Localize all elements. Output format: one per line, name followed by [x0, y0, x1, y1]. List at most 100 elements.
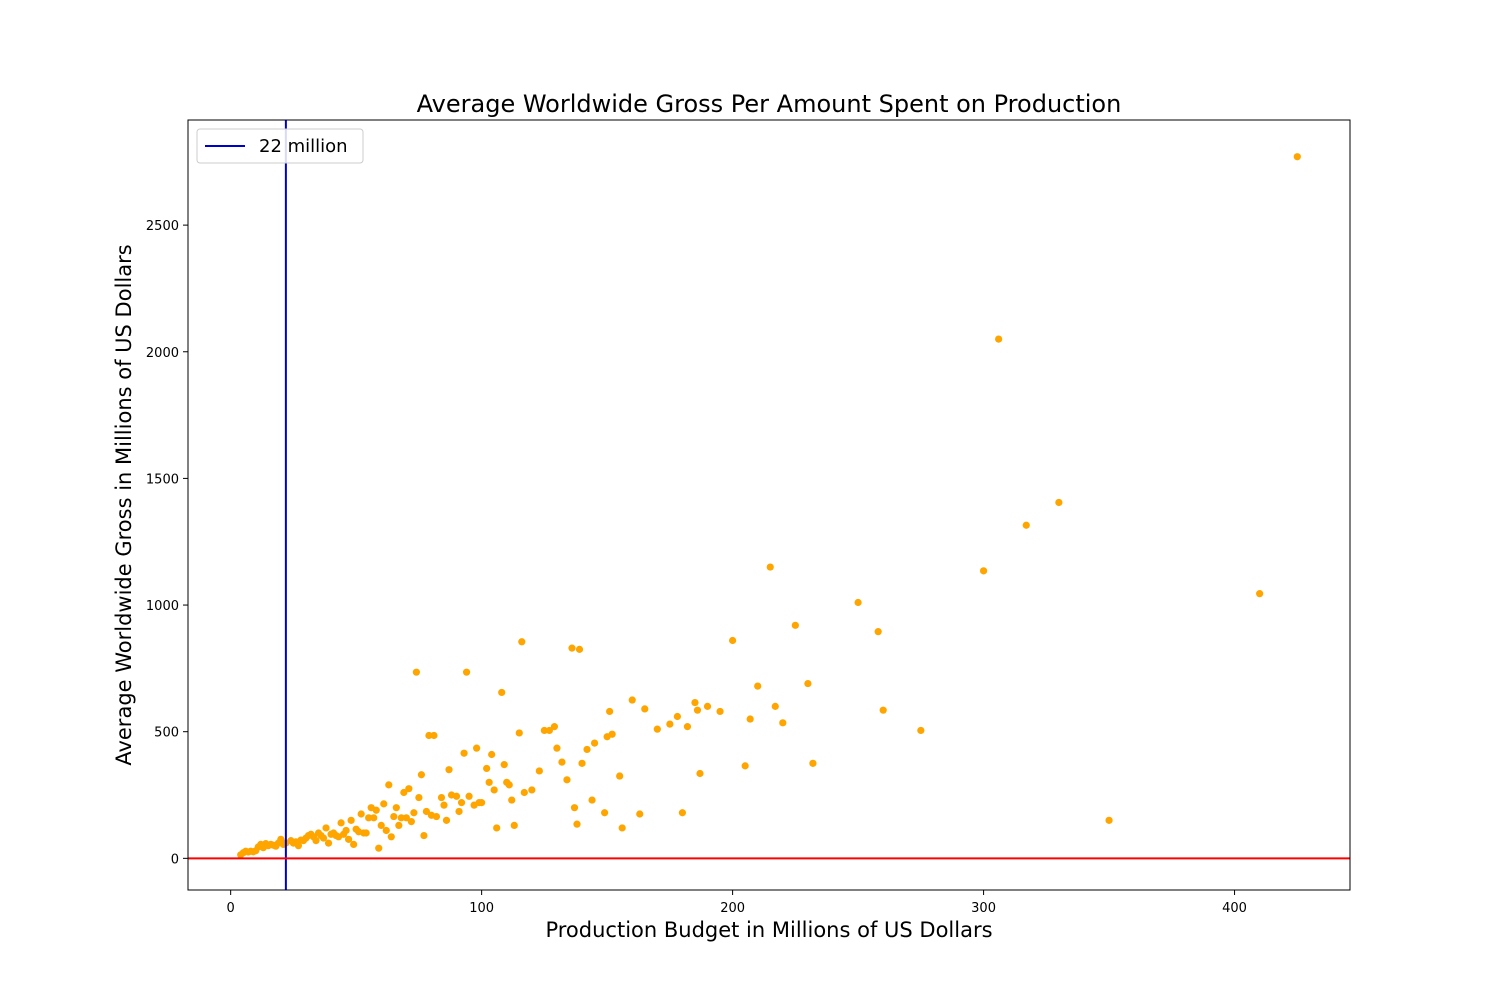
data-point: [478, 799, 486, 807]
data-point: [365, 814, 373, 822]
data-point: [430, 731, 438, 740]
data-point: [462, 668, 471, 676]
data-point: [510, 821, 518, 830]
data-point: [1055, 498, 1063, 507]
data-point: [1293, 153, 1301, 161]
data-point: [324, 839, 333, 847]
data-points: [237, 153, 1301, 859]
data-point: [347, 816, 355, 824]
data-point: [854, 598, 862, 607]
data-point: [417, 771, 426, 779]
data-point: [405, 785, 413, 793]
y-axis-ticks: 0 500 1000 1500 2000 2500: [146, 219, 188, 867]
data-point: [505, 781, 513, 789]
data-point: [583, 745, 591, 754]
data-point: [1256, 590, 1264, 598]
data-point: [1105, 816, 1113, 824]
data-point: [693, 706, 702, 714]
x-axis-title: Production Budget in Millions of US Doll…: [545, 918, 992, 942]
data-point: [641, 705, 649, 713]
data-point: [370, 814, 378, 822]
data-point: [387, 833, 395, 841]
x-tick-label: 200: [720, 901, 745, 916]
data-point: [397, 814, 405, 822]
data-point: [294, 842, 303, 850]
legend-box: [196, 128, 364, 164]
data-point: [673, 712, 681, 721]
data-point: [420, 831, 428, 840]
data-point: [515, 729, 523, 737]
data-point: [791, 621, 799, 629]
data-point: [407, 818, 415, 826]
chart-title: Average Worldwide Gross Per Amount Spent…: [417, 90, 1122, 118]
data-point: [729, 636, 737, 645]
data-point: [442, 816, 451, 824]
reference-lines: [188, 120, 1350, 890]
data-point: [357, 810, 365, 818]
data-point: [741, 762, 749, 770]
data-point: [382, 826, 390, 835]
data-point: [380, 800, 388, 808]
data-point: [550, 723, 559, 731]
data-point: [437, 793, 446, 802]
data-point: [460, 749, 468, 757]
data-point: [508, 796, 516, 804]
data-point: [979, 567, 988, 575]
data-point: [483, 764, 491, 773]
data-point: [322, 824, 330, 832]
data-point: [691, 698, 699, 707]
data-point: [588, 796, 596, 804]
data-point: [779, 719, 787, 727]
data-point: [917, 726, 925, 735]
data-point: [1022, 521, 1030, 529]
data-point: [528, 786, 536, 794]
data-point: [488, 750, 496, 759]
data-point: [746, 715, 754, 723]
data-point: [457, 799, 466, 807]
data-point: [618, 824, 626, 832]
data-point: [342, 826, 350, 835]
data-point: [570, 804, 579, 812]
data-point: [703, 702, 712, 710]
data-point: [766, 563, 774, 571]
data-point: [606, 707, 614, 716]
data-point: [390, 812, 398, 821]
y-tick-label: 1000: [146, 599, 179, 614]
data-point: [372, 806, 380, 814]
data-point: [385, 781, 393, 789]
data-point: [465, 792, 473, 800]
data-point: [535, 767, 543, 775]
data-point: [452, 792, 461, 800]
data-point: [490, 786, 498, 794]
y-tick-label: 0: [171, 852, 179, 867]
x-tick-label: 0: [227, 901, 235, 916]
data-point: [545, 726, 553, 735]
data-point: [879, 706, 887, 714]
data-point: [455, 807, 463, 816]
data-point: [422, 807, 431, 816]
legend: 22 million: [196, 128, 364, 164]
data-point: [350, 840, 358, 849]
data-point: [636, 810, 644, 818]
data-point: [563, 776, 571, 784]
data-point: [392, 804, 400, 812]
legend-label: 22 million: [259, 136, 348, 157]
data-point: [590, 739, 599, 747]
data-point: [498, 688, 506, 697]
y-tick-label: 2000: [146, 346, 179, 361]
data-point: [558, 758, 566, 766]
data-point: [578, 759, 586, 767]
x-tick-label: 400: [1222, 901, 1247, 916]
data-point: [425, 731, 433, 740]
data-point: [995, 335, 1003, 343]
data-point: [540, 726, 548, 735]
data-point: [375, 844, 383, 852]
plot-area: [188, 120, 1350, 890]
y-tick-label: 2500: [146, 219, 179, 234]
data-point: [809, 759, 817, 767]
data-point: [696, 769, 704, 778]
x-axis-ticks: 0 100 200 300 400: [227, 890, 1247, 916]
data-point: [520, 788, 528, 797]
data-point: [678, 809, 687, 817]
data-point: [485, 778, 493, 786]
